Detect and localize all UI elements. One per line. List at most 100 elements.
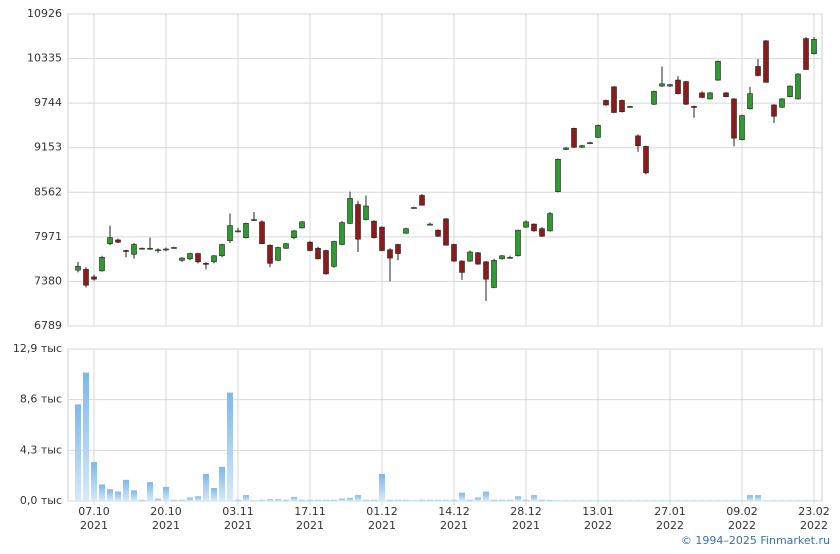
volume-bar: [811, 500, 817, 501]
candle-body: [291, 230, 297, 238]
x-tick-label: 13.01 2022: [582, 505, 614, 532]
x-tick-label: 01.12 2021: [366, 505, 398, 532]
volume-bar: [595, 500, 601, 501]
volume-bar: [75, 404, 81, 501]
volume-bar: [403, 499, 409, 501]
x-tick-label: 20.10 2021: [150, 505, 182, 532]
candle-body: [803, 38, 809, 70]
volume-bar: [411, 500, 417, 501]
volume-bar: [123, 479, 129, 501]
candle-body: [619, 100, 625, 113]
volume-bar: [755, 495, 761, 501]
volume-bar: [627, 500, 633, 501]
volume-bar: [555, 500, 561, 501]
volume-bar: [771, 500, 777, 501]
volume-bar: [739, 500, 745, 501]
candle-body: [307, 241, 313, 251]
candle-body: [299, 221, 305, 229]
volume-bar: [723, 500, 729, 501]
volume-bar: [683, 500, 689, 501]
volume-bar: [467, 499, 473, 501]
volume-bar: [235, 499, 241, 501]
candle-body: [603, 100, 609, 106]
candle-body: [531, 223, 537, 232]
volume-bar: [475, 497, 481, 501]
volume-bar: [747, 495, 753, 501]
candle-body: [627, 106, 633, 108]
volume-bar: [499, 499, 505, 501]
candle-body: [515, 229, 521, 257]
volume-bar: [187, 497, 193, 501]
candle-body: [507, 256, 513, 259]
candle-body: [347, 198, 353, 224]
candle-body: [715, 60, 721, 81]
y-tick-label: 7971: [34, 230, 62, 243]
volume-bar: [763, 500, 769, 501]
volume-bar: [571, 500, 577, 501]
candle-body: [731, 98, 737, 139]
candle-body: [283, 243, 289, 249]
candle-body: [795, 73, 801, 100]
candle-body: [179, 257, 185, 261]
candle-body: [611, 86, 617, 113]
volume-bar: [563, 500, 569, 501]
volume-bar: [547, 500, 553, 501]
y-tick-label: 4,3 тыс: [20, 443, 62, 456]
volume-bar: [731, 500, 737, 501]
volume-bar: [131, 490, 137, 501]
volume-bar: [347, 498, 353, 501]
volume-bar: [179, 499, 185, 501]
volume-panel: [67, 348, 823, 502]
candle-body: [563, 147, 569, 150]
volume-bar: [787, 500, 793, 501]
volume-bar: [211, 488, 217, 501]
candle-body: [107, 237, 113, 245]
volume-bar: [99, 484, 105, 501]
candle-body: [667, 84, 673, 87]
candle-body: [339, 222, 345, 245]
candle-body: [419, 195, 425, 206]
volume-bar: [483, 491, 489, 501]
volume-bar: [459, 492, 465, 501]
volume-bar: [307, 499, 313, 501]
candle-body: [635, 135, 641, 146]
candle-body: [267, 244, 273, 264]
candle-body: [411, 207, 417, 209]
volume-bar: [371, 499, 377, 501]
candle-body: [131, 244, 137, 255]
candle-body: [707, 92, 713, 100]
candle-body: [467, 251, 473, 262]
volume-bar: [659, 500, 665, 501]
volume-bar: [691, 500, 697, 501]
y-tick-label: 9744: [34, 96, 62, 109]
candle-body: [763, 40, 769, 83]
volume-bar: [299, 499, 305, 501]
candle-body: [99, 256, 105, 272]
candle-body: [699, 92, 705, 98]
volume-bar: [491, 499, 497, 501]
candle-body: [395, 244, 401, 254]
volume-bar: [243, 495, 249, 501]
y-tick-label: 10335: [27, 52, 62, 65]
volume-bar: [115, 491, 121, 501]
volume-bar: [331, 499, 337, 501]
volume-bar: [259, 499, 265, 501]
volume-bar: [291, 496, 297, 501]
volume-bar: [523, 499, 529, 501]
x-tick-label: 03.11 2021: [222, 505, 254, 532]
y-tick-label: 6789: [34, 319, 62, 332]
candle-body: [675, 79, 681, 94]
candle-body: [115, 239, 121, 243]
x-tick-label: 14.12 2021: [438, 505, 470, 532]
volume-bar: [715, 500, 721, 501]
volume-bar: [803, 500, 809, 501]
volume-bar: [579, 500, 585, 501]
volume-bar: [667, 500, 673, 501]
candle-body: [683, 81, 689, 105]
candle-body: [203, 263, 209, 265]
volume-bar: [275, 499, 281, 501]
candle-body: [595, 125, 601, 138]
volume-bar: [227, 392, 233, 501]
volume-bar: [387, 499, 393, 501]
candle-body: [435, 229, 441, 237]
